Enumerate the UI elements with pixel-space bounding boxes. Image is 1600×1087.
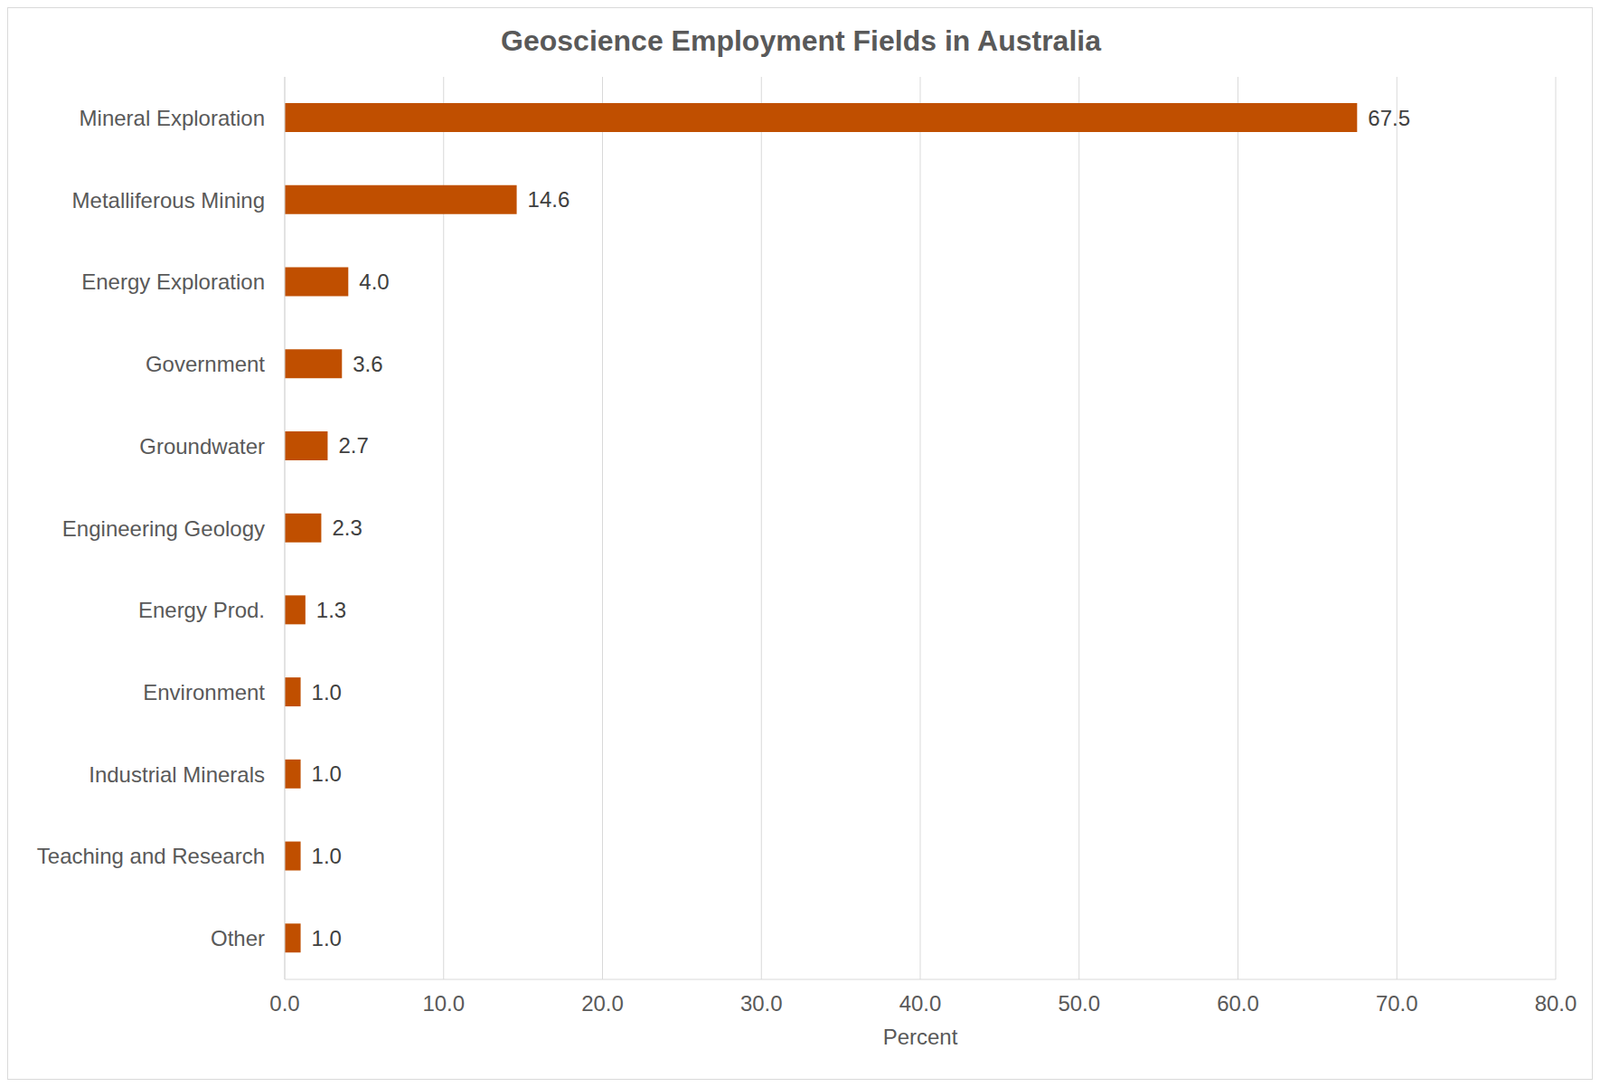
- svg-text:Energy Prod.: Energy Prod.: [138, 597, 265, 622]
- svg-text:Teaching and Research: Teaching and Research: [37, 843, 265, 868]
- svg-text:0.0: 0.0: [269, 990, 300, 1016]
- svg-text:80.0: 80.0: [1534, 990, 1578, 1016]
- svg-text:3.6: 3.6: [352, 351, 383, 377]
- svg-text:2.7: 2.7: [338, 432, 368, 458]
- svg-text:14.6: 14.6: [527, 187, 571, 212]
- svg-text:2.3: 2.3: [331, 515, 362, 540]
- svg-text:Industrial Minerals: Industrial Minerals: [88, 762, 265, 787]
- svg-text:4.0: 4.0: [358, 269, 389, 294]
- svg-text:1.0: 1.0: [311, 843, 342, 868]
- svg-text:40.0: 40.0: [899, 990, 942, 1016]
- svg-text:1.0: 1.0: [311, 925, 342, 951]
- svg-text:Groundwater: Groundwater: [139, 433, 265, 459]
- svg-text:20.0: 20.0: [581, 990, 624, 1016]
- svg-text:Metalliferous Mining: Metalliferous Mining: [72, 188, 265, 213]
- svg-text:Mineral Exploration: Mineral Exploration: [79, 105, 265, 131]
- svg-text:Engineering Geology: Engineering Geology: [62, 516, 265, 541]
- svg-text:70.0: 70.0: [1375, 990, 1419, 1016]
- svg-text:1.0: 1.0: [311, 761, 342, 786]
- html-text:Geoscience Employment Fields i: Geoscience Employment Fields in Australi…: [500, 24, 1102, 57]
- svg-text:10.0: 10.0: [422, 990, 465, 1016]
- svg-text:50.0: 50.0: [1057, 990, 1101, 1016]
- svg-text:67.5: 67.5: [1367, 105, 1411, 131]
- svg-text:Environment: Environment: [142, 679, 265, 705]
- svg-text:1.0: 1.0: [311, 679, 342, 705]
- svg-text:Percent: Percent: [883, 1024, 959, 1049]
- svg-text:30.0: 30.0: [740, 990, 783, 1016]
- svg-text:60.0: 60.0: [1216, 990, 1260, 1016]
- svg-text:Government: Government: [145, 351, 265, 377]
- svg-text:Energy Exploration: Energy Exploration: [81, 269, 265, 294]
- svg-text:Other: Other: [210, 925, 265, 951]
- svg-text:1.3: 1.3: [316, 597, 347, 622]
